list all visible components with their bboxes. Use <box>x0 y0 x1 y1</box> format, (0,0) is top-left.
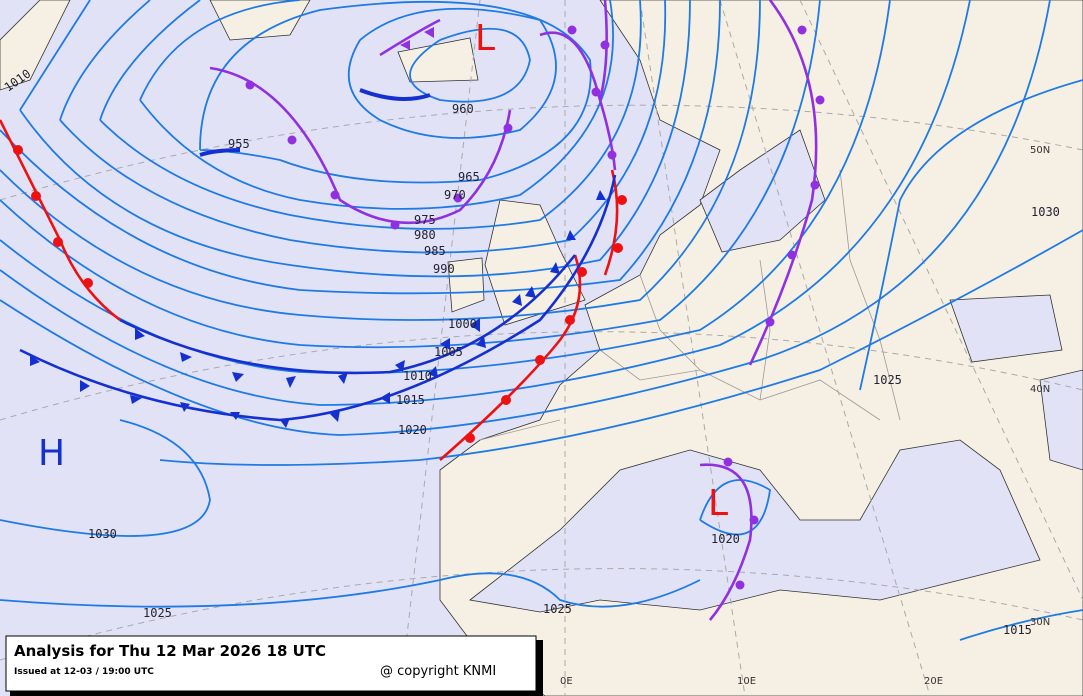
isobar-label: 955 <box>228 137 250 151</box>
isobar-label: 1025 <box>873 373 902 387</box>
pressure-center: L <box>475 18 495 59</box>
copyright: @ copyright KNMI <box>380 664 496 679</box>
title: Analysis for Thu 12 Mar 2026 18 UTC <box>14 642 326 660</box>
isobars <box>0 0 1083 641</box>
fronts <box>0 0 818 621</box>
isobar-label: 1025 <box>543 602 572 616</box>
graticule-label: 30N <box>1030 617 1050 628</box>
isobar-label: 985 <box>424 244 446 258</box>
isobar-label: 1030 <box>88 527 117 541</box>
isobar-label: 1025 <box>143 606 172 620</box>
isobar-label: 965 <box>458 170 480 184</box>
isobar-label: 1030 <box>1031 205 1060 219</box>
isobar-label: 960 <box>452 102 474 116</box>
graticule-label: 0E <box>560 676 573 687</box>
pressure-center: L <box>708 483 728 524</box>
graticule-label: 20E <box>924 676 943 687</box>
isobar-label: 970 <box>444 188 466 202</box>
graticule-label: 50N <box>1030 145 1050 156</box>
isobar-label: 980 <box>414 228 436 242</box>
legend-box: Analysis for Thu 12 Mar 2026 18 UTC Issu… <box>5 635 543 696</box>
isobar-label: 1020 <box>398 423 427 437</box>
front-symbols <box>13 25 825 590</box>
graticule-label: 10E <box>737 676 756 687</box>
isobar-label: 990 <box>433 262 455 276</box>
pressure-center: H <box>38 433 65 474</box>
isobar-label: 1010 <box>403 369 432 383</box>
isobar-label: 1020 <box>711 532 740 546</box>
isobar-label: 1015 <box>1003 623 1032 637</box>
isobar-label: 975 <box>414 213 436 227</box>
graticule-label: 40N <box>1030 384 1050 395</box>
isobar-label: 1000 <box>448 317 477 331</box>
isobar-label: 1005 <box>434 345 463 359</box>
isobar-label: 1015 <box>396 393 425 407</box>
issued: Issued at 12-03 / 19:00 UTC <box>14 667 154 677</box>
